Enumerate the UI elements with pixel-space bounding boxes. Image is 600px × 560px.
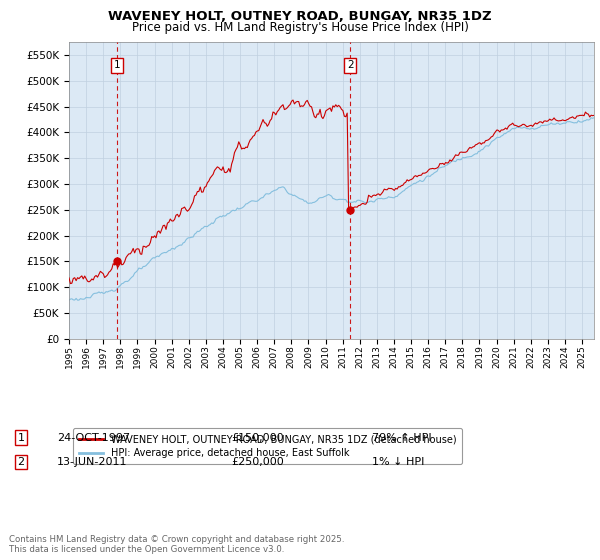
Text: 13-JUN-2011: 13-JUN-2011 xyxy=(57,457,128,467)
Text: 24-OCT-1997: 24-OCT-1997 xyxy=(57,433,130,443)
Legend: WAVENEY HOLT, OUTNEY ROAD, BUNGAY, NR35 1DZ (detached house), HPI: Average price: WAVENEY HOLT, OUTNEY ROAD, BUNGAY, NR35 … xyxy=(73,428,462,464)
Text: 2: 2 xyxy=(347,60,353,70)
Text: WAVENEY HOLT, OUTNEY ROAD, BUNGAY, NR35 1DZ: WAVENEY HOLT, OUTNEY ROAD, BUNGAY, NR35 … xyxy=(108,10,492,23)
Text: £250,000: £250,000 xyxy=(231,457,284,467)
Text: 1: 1 xyxy=(113,60,120,70)
Text: 1% ↓ HPI: 1% ↓ HPI xyxy=(372,457,424,467)
Text: 79% ↑ HPI: 79% ↑ HPI xyxy=(372,433,431,443)
Text: 2: 2 xyxy=(17,457,25,467)
Text: Price paid vs. HM Land Registry's House Price Index (HPI): Price paid vs. HM Land Registry's House … xyxy=(131,21,469,34)
Text: Contains HM Land Registry data © Crown copyright and database right 2025.
This d: Contains HM Land Registry data © Crown c… xyxy=(9,535,344,554)
Text: 1: 1 xyxy=(17,433,25,443)
Text: £150,000: £150,000 xyxy=(231,433,284,443)
